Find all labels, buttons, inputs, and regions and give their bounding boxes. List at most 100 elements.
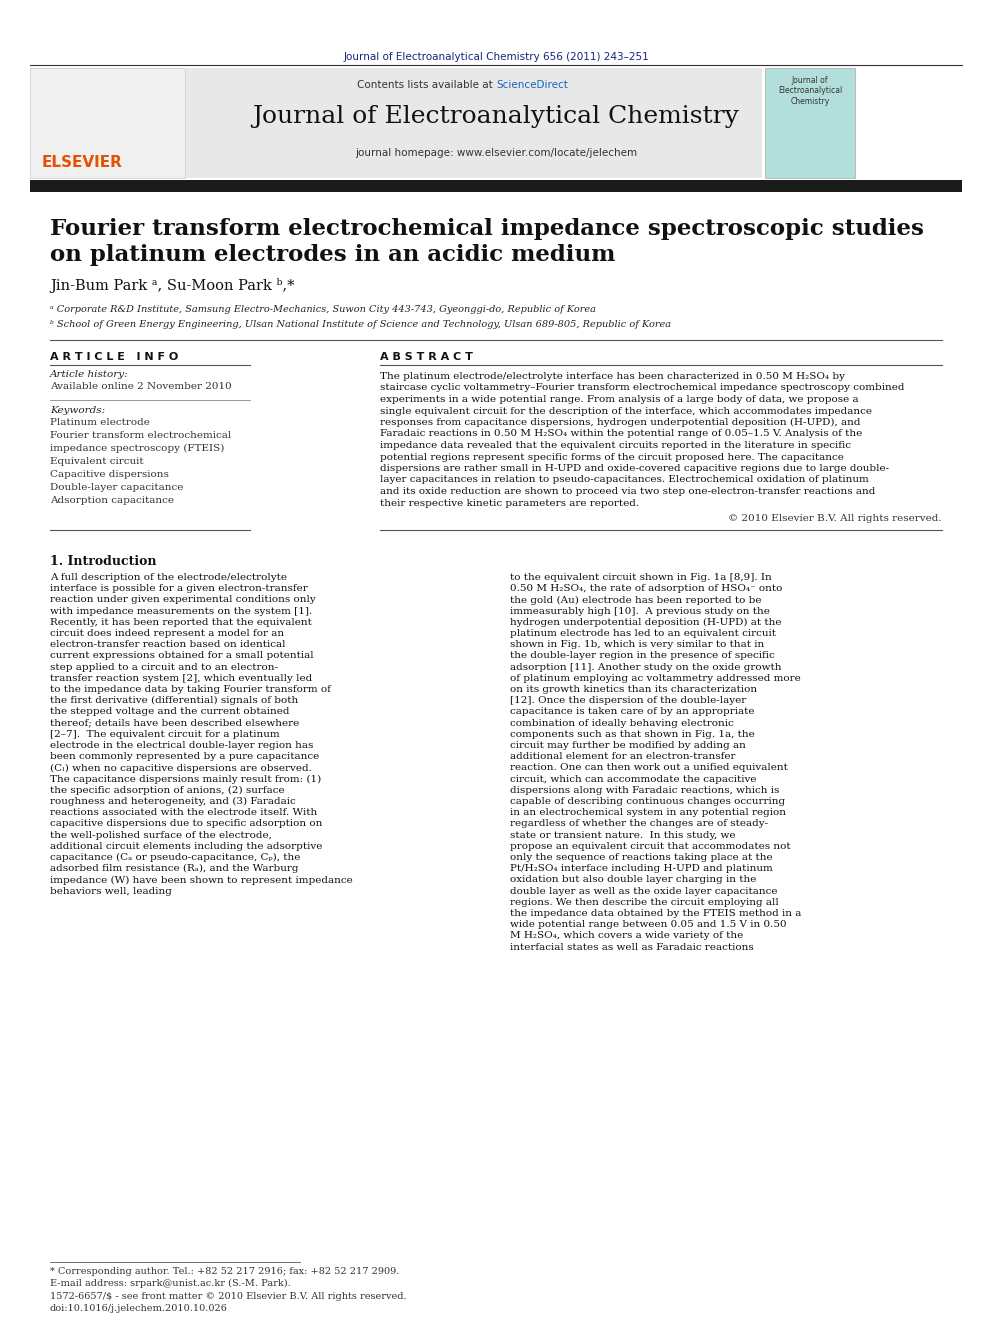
Text: with impedance measurements on the system [1].: with impedance measurements on the syste… <box>50 607 312 615</box>
FancyBboxPatch shape <box>30 67 762 179</box>
Text: electrode in the electrical double-layer region has: electrode in the electrical double-layer… <box>50 741 313 750</box>
Text: ScienceDirect: ScienceDirect <box>496 79 567 90</box>
Text: Fourier transform electrochemical impedance spectroscopic studies: Fourier transform electrochemical impeda… <box>50 218 924 239</box>
Text: adsorbed film resistance (Rₐ⁤), and the Warburg: adsorbed film resistance (Rₐ⁤), and the … <box>50 864 299 873</box>
Text: Jin-Bum Park ᵃ, Su-Moon Park ᵇ,*: Jin-Bum Park ᵃ, Su-Moon Park ᵇ,* <box>50 278 295 292</box>
Text: (C⁤ₗ) when no capacitive dispersions are observed.: (C⁤ₗ) when no capacitive dispersions are… <box>50 763 311 773</box>
Text: 1. Introduction: 1. Introduction <box>50 556 157 568</box>
Text: ᵃ Corporate R&D Institute, Samsung Electro-Mechanics, Suwon City 443-743, Gyeong: ᵃ Corporate R&D Institute, Samsung Elect… <box>50 306 596 314</box>
Text: components such as that shown in Fig. 1a, the: components such as that shown in Fig. 1a… <box>510 730 755 738</box>
Text: shown in Fig. 1b, which is very similar to that in: shown in Fig. 1b, which is very similar … <box>510 640 764 650</box>
Text: the stepped voltage and the current obtained: the stepped voltage and the current obta… <box>50 708 290 716</box>
Text: circuit may further be modified by adding an: circuit may further be modified by addin… <box>510 741 746 750</box>
Text: Journal of
Electroanalytical
Chemistry: Journal of Electroanalytical Chemistry <box>778 75 842 106</box>
Text: E-mail address: srpark@unist.ac.kr (S.-M. Park).: E-mail address: srpark@unist.ac.kr (S.-M… <box>50 1279 291 1289</box>
Text: Platinum electrode: Platinum electrode <box>50 418 150 427</box>
Text: experiments in a wide potential range. From analysis of a large body of data, we: experiments in a wide potential range. F… <box>380 396 859 404</box>
Text: in an electrochemical system in any potential region: in an electrochemical system in any pote… <box>510 808 786 818</box>
Text: capacitance is taken care of by an appropriate: capacitance is taken care of by an appro… <box>510 708 755 716</box>
Text: interface is possible for a given electron-transfer: interface is possible for a given electr… <box>50 585 308 593</box>
Text: the well-polished surface of the electrode,: the well-polished surface of the electro… <box>50 831 272 840</box>
Text: [2–7].  The equivalent circuit for a platinum: [2–7]. The equivalent circuit for a plat… <box>50 730 280 738</box>
Text: wide potential range between 0.05 and 1.5 V in 0.50: wide potential range between 0.05 and 1.… <box>510 921 787 929</box>
Text: potential regions represent specific forms of the circuit proposed here. The cap: potential regions represent specific for… <box>380 452 844 462</box>
Text: and its oxide reduction are shown to proceed via two step one-electron-transfer : and its oxide reduction are shown to pro… <box>380 487 875 496</box>
Text: Keywords:: Keywords: <box>50 406 105 415</box>
Text: current expressions obtained for a small potential: current expressions obtained for a small… <box>50 651 313 660</box>
Text: Available online 2 November 2010: Available online 2 November 2010 <box>50 382 232 392</box>
Text: M H₂SO₄, which covers a wide variety of the: M H₂SO₄, which covers a wide variety of … <box>510 931 743 941</box>
Text: adsorption [11]. Another study on the oxide growth: adsorption [11]. Another study on the ox… <box>510 663 782 672</box>
Text: single equivalent circuit for the description of the interface, which accommodat: single equivalent circuit for the descri… <box>380 406 872 415</box>
Text: platinum electrode has led to an equivalent circuit: platinum electrode has led to an equival… <box>510 628 776 638</box>
Text: to the equivalent circuit shown in Fig. 1a [8,9]. In: to the equivalent circuit shown in Fig. … <box>510 573 772 582</box>
Text: thereof; details have been described elsewhere: thereof; details have been described els… <box>50 718 300 728</box>
Text: Double-layer capacitance: Double-layer capacitance <box>50 483 184 492</box>
Text: hydrogen underpotential deposition (H-UPD) at the: hydrogen underpotential deposition (H-UP… <box>510 618 782 627</box>
Text: propose an equivalent circuit that accommodates not: propose an equivalent circuit that accom… <box>510 841 791 851</box>
Text: transfer reaction system [2], which eventually led: transfer reaction system [2], which even… <box>50 673 312 683</box>
FancyBboxPatch shape <box>30 67 185 179</box>
Text: to the impedance data by taking Fourier transform of: to the impedance data by taking Fourier … <box>50 685 331 695</box>
Text: additional circuit elements including the adsorptive: additional circuit elements including th… <box>50 841 322 851</box>
Text: electron-transfer reaction based on identical: electron-transfer reaction based on iden… <box>50 640 286 650</box>
Text: Article history:: Article history: <box>50 370 129 378</box>
Text: their respective kinetic parameters are reported.: their respective kinetic parameters are … <box>380 499 639 508</box>
Text: Capacitive dispersions: Capacitive dispersions <box>50 470 169 479</box>
Text: responses from capacitance dispersions, hydrogen underpotential deposition (H-UP: responses from capacitance dispersions, … <box>380 418 860 427</box>
Text: capacitive dispersions due to specific adsorption on: capacitive dispersions due to specific a… <box>50 819 322 828</box>
Text: the gold (Au) electrode has been reported to be: the gold (Au) electrode has been reporte… <box>510 595 762 605</box>
Text: the specific adsorption of anions, (2) surface: the specific adsorption of anions, (2) s… <box>50 786 285 795</box>
Text: journal homepage: www.elsevier.com/locate/jelechem: journal homepage: www.elsevier.com/locat… <box>355 148 637 157</box>
Text: A R T I C L E   I N F O: A R T I C L E I N F O <box>50 352 179 363</box>
FancyBboxPatch shape <box>30 180 962 192</box>
Text: the double-layer region in the presence of specific: the double-layer region in the presence … <box>510 651 775 660</box>
Text: impedance data revealed that the equivalent circuits reported in the literature : impedance data revealed that the equival… <box>380 441 851 450</box>
Text: Fourier transform electrochemical: Fourier transform electrochemical <box>50 431 231 441</box>
Text: 1572-6657/$ - see front matter © 2010 Elsevier B.V. All rights reserved.: 1572-6657/$ - see front matter © 2010 El… <box>50 1293 407 1301</box>
Text: The capacitance dispersions mainly result from: (1): The capacitance dispersions mainly resul… <box>50 774 321 783</box>
Text: doi:10.1016/j.jelechem.2010.10.026: doi:10.1016/j.jelechem.2010.10.026 <box>50 1304 228 1312</box>
Text: Journal of Electroanalytical Chemistry 656 (2011) 243–251: Journal of Electroanalytical Chemistry 6… <box>343 52 649 62</box>
Text: impedance spectroscopy (FTEIS): impedance spectroscopy (FTEIS) <box>50 445 224 452</box>
Text: Equivalent circuit: Equivalent circuit <box>50 456 144 466</box>
Text: Journal of Electroanalytical Chemistry: Journal of Electroanalytical Chemistry <box>253 105 739 128</box>
Text: state or transient nature.  In this study, we: state or transient nature. In this study… <box>510 831 735 840</box>
Text: reaction. One can then work out a unified equivalent: reaction. One can then work out a unifie… <box>510 763 788 773</box>
Text: additional element for an electron-transfer: additional element for an electron-trans… <box>510 753 735 761</box>
Text: reactions associated with the electrode itself. With: reactions associated with the electrode … <box>50 808 317 818</box>
Text: circuit does indeed represent a model for an: circuit does indeed represent a model fo… <box>50 628 284 638</box>
Text: the impedance data obtained by the FTEIS method in a: the impedance data obtained by the FTEIS… <box>510 909 802 918</box>
Text: [12]. Once the dispersion of the double-layer: [12]. Once the dispersion of the double-… <box>510 696 746 705</box>
Text: of platinum employing ac voltammetry addressed more: of platinum employing ac voltammetry add… <box>510 673 801 683</box>
Text: been commonly represented by a pure capacitance: been commonly represented by a pure capa… <box>50 753 319 761</box>
Text: dispersions are rather small in H-UPD and oxide-covered capacitive regions due t: dispersions are rather small in H-UPD an… <box>380 464 889 474</box>
Text: double layer as well as the oxide layer capacitance: double layer as well as the oxide layer … <box>510 886 778 896</box>
Text: on its growth kinetics than its characterization: on its growth kinetics than its characte… <box>510 685 757 695</box>
Text: A full description of the electrode/electrolyte: A full description of the electrode/elec… <box>50 573 287 582</box>
Text: roughness and heterogeneity, and (3) Faradaic: roughness and heterogeneity, and (3) Far… <box>50 796 296 806</box>
Text: dispersions along with Faradaic reactions, which is: dispersions along with Faradaic reaction… <box>510 786 780 795</box>
Text: A B S T R A C T: A B S T R A C T <box>380 352 473 363</box>
Text: combination of ideally behaving electronic: combination of ideally behaving electron… <box>510 718 734 728</box>
Text: ᵇ School of Green Energy Engineering, Ulsan National Institute of Science and Te: ᵇ School of Green Energy Engineering, Ul… <box>50 320 672 329</box>
Text: Contents lists available at: Contents lists available at <box>357 79 496 90</box>
Text: interfacial states as well as Faradaic reactions: interfacial states as well as Faradaic r… <box>510 942 754 951</box>
Text: © 2010 Elsevier B.V. All rights reserved.: © 2010 Elsevier B.V. All rights reserved… <box>728 515 942 523</box>
FancyBboxPatch shape <box>765 67 855 179</box>
Text: staircase cyclic voltammetry–Fourier transform electrochemical impedance spectro: staircase cyclic voltammetry–Fourier tra… <box>380 384 905 393</box>
Text: Pt/H₂SO₄ interface including H-UPD and platinum: Pt/H₂SO₄ interface including H-UPD and p… <box>510 864 773 873</box>
Text: immeasurably high [10].  A previous study on the: immeasurably high [10]. A previous study… <box>510 607 770 615</box>
Text: on platinum electrodes in an acidic medium: on platinum electrodes in an acidic medi… <box>50 243 615 266</box>
Text: regardless of whether the changes are of steady-: regardless of whether the changes are of… <box>510 819 768 828</box>
Text: ELSEVIER: ELSEVIER <box>42 155 123 169</box>
Text: * Corresponding author. Tel.: +82 52 217 2916; fax: +82 52 217 2909.: * Corresponding author. Tel.: +82 52 217… <box>50 1267 400 1275</box>
Text: The platinum electrode/electrolyte interface has been characterized in 0.50 M H₂: The platinum electrode/electrolyte inter… <box>380 372 845 381</box>
Text: 0.50 M H₂SO₄, the rate of adsorption of HSO₄⁻ onto: 0.50 M H₂SO₄, the rate of adsorption of … <box>510 585 783 593</box>
Text: impedance (W) have been shown to represent impedance: impedance (W) have been shown to represe… <box>50 876 353 885</box>
Text: Recently, it has been reported that the equivalent: Recently, it has been reported that the … <box>50 618 311 627</box>
Text: step applied to a circuit and to an electron-: step applied to a circuit and to an elec… <box>50 663 278 672</box>
Text: capable of describing continuous changes occurring: capable of describing continuous changes… <box>510 796 785 806</box>
Text: behaviors well, leading: behaviors well, leading <box>50 886 172 896</box>
Text: the first derivative (differential) signals of both: the first derivative (differential) sign… <box>50 696 299 705</box>
